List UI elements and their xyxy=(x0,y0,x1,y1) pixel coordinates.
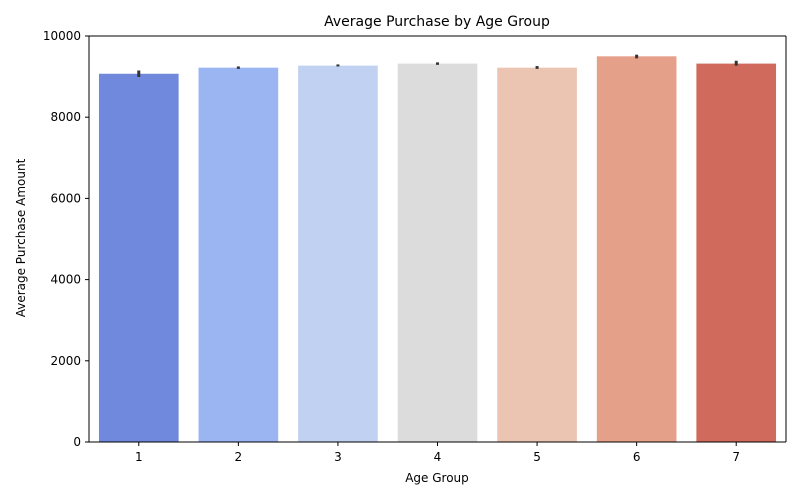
bars-layer xyxy=(98,56,777,443)
ticks-layer: 0 2000 4000 6000 8000 10000 1 2 3 4 5 6 7 xyxy=(43,29,740,464)
bar-age-group-4 xyxy=(397,63,478,442)
bar-age-group-1 xyxy=(98,73,179,443)
x-tick-label-5: 5 xyxy=(533,450,541,464)
y-tick-label-2000: 2000 xyxy=(50,354,81,368)
error-bars-layer xyxy=(137,54,738,78)
y-tick-label-6000: 6000 xyxy=(50,191,81,205)
x-axis-label: Age Group xyxy=(405,471,469,485)
chart-title: Average Purchase by Age Group xyxy=(324,14,550,30)
bar-age-group-7 xyxy=(696,63,777,442)
bar-age-group-2 xyxy=(198,67,279,442)
y-tick-label-10000: 10000 xyxy=(43,29,81,43)
bar-age-group-6 xyxy=(596,56,677,443)
y-axis-label: Average Purchase Amount xyxy=(14,158,28,317)
x-tick-label-6: 6 xyxy=(633,450,641,464)
x-tick-label-1: 1 xyxy=(135,450,143,464)
bar-age-group-3 xyxy=(298,65,378,442)
y-tick-label-8000: 8000 xyxy=(50,110,81,124)
y-tick-label-0: 0 xyxy=(73,435,81,449)
x-tick-label-2: 2 xyxy=(235,450,243,464)
y-tick-label-4000: 4000 xyxy=(50,273,81,287)
x-tick-label-7: 7 xyxy=(732,450,740,464)
x-tick-label-3: 3 xyxy=(334,450,342,464)
bar-age-group-5 xyxy=(497,67,577,442)
x-tick-label-4: 4 xyxy=(434,450,442,464)
